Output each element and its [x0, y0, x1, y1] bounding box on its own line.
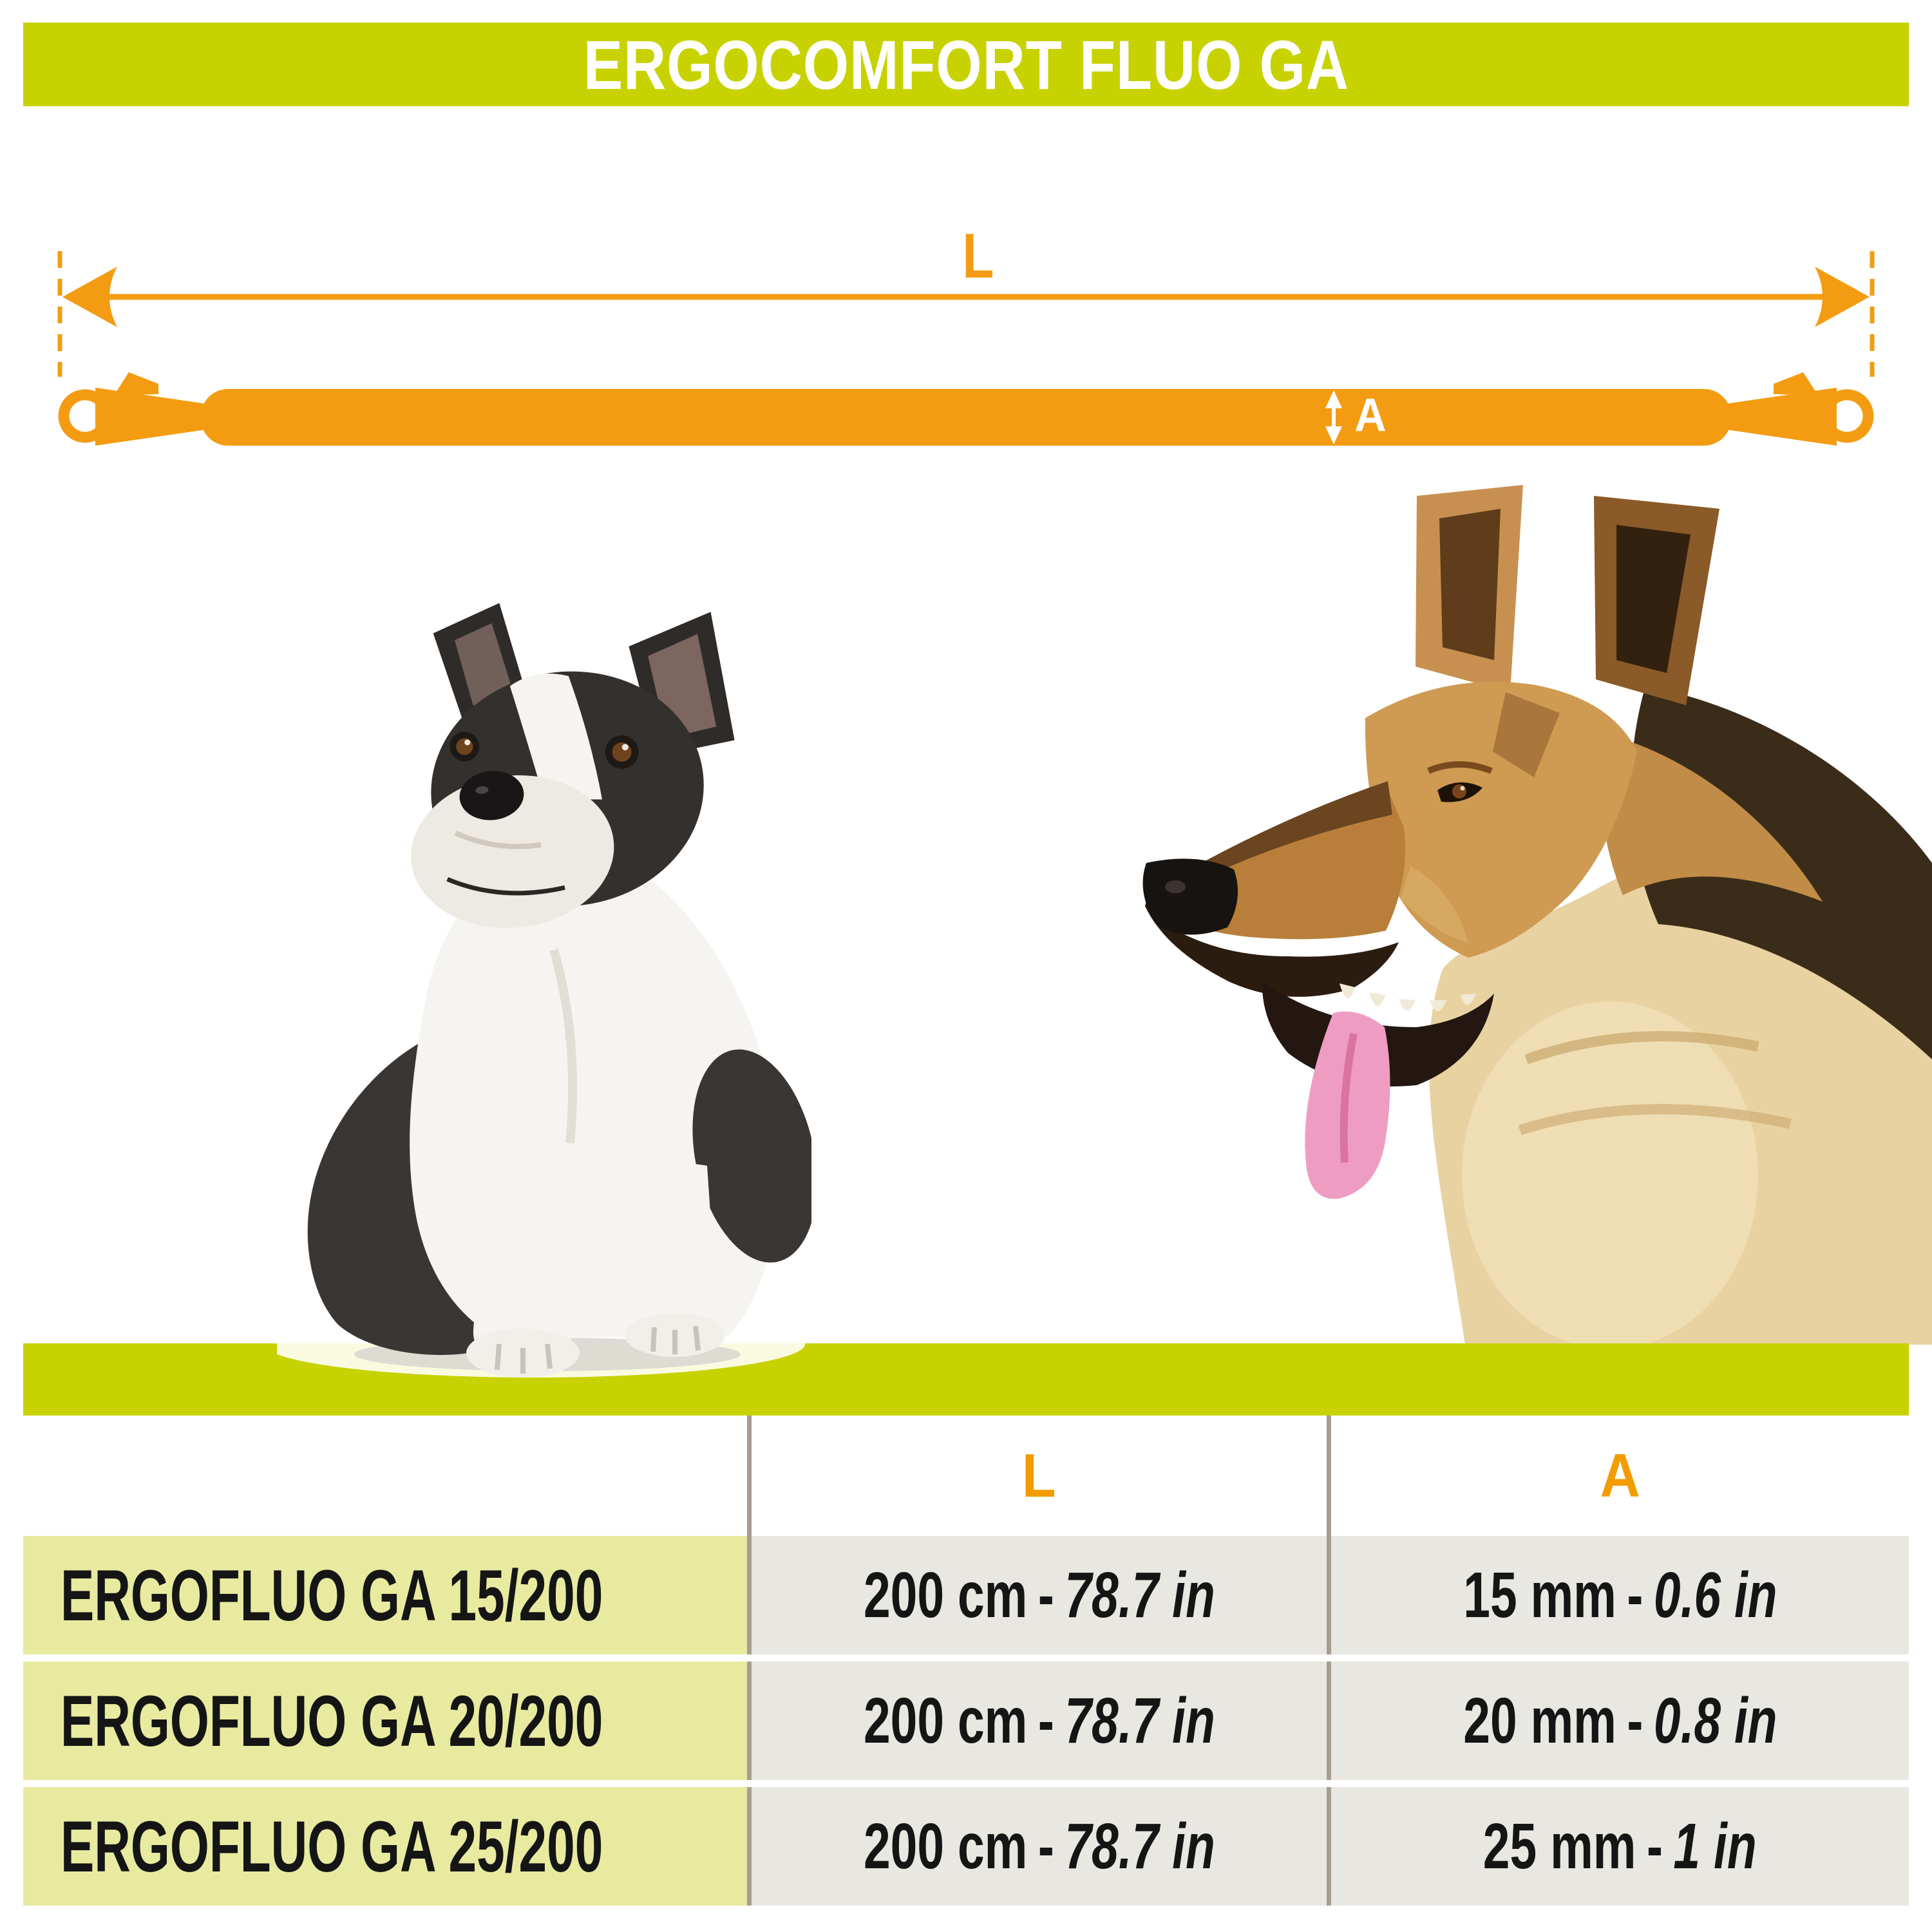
width-dimension-arrow [1325, 390, 1342, 444]
arrowhead-right-icon [1815, 267, 1870, 327]
column-separator [1327, 1416, 1331, 1654]
width-value-cell: 15 mm -0.6 in [1331, 1536, 1909, 1654]
shepherd-neck [1601, 734, 1823, 902]
column-header-a: A [1600, 1441, 1640, 1510]
column-separator [747, 1416, 752, 1654]
column-separator [747, 1787, 752, 1906]
shepherd-lips [1145, 865, 1399, 997]
table-row: ERGOFLUO GA 20/200 200 cm -78.7 in 20 mm -… [23, 1662, 1909, 1780]
leash-illustration [58, 372, 1874, 446]
length-value-cell: 200 cm -78.7 in [752, 1662, 1327, 1780]
german-shepherd-photo [1142, 485, 1932, 1345]
leash-clasp-gate-right [1774, 372, 1815, 395]
table-row: ERGOFLUO GA 15/200 200 cm -78.7 in 15 mm -… [23, 1536, 1909, 1654]
product-name-cell: ERGOFLUO GA 15/200 [23, 1536, 747, 1654]
leash-strap [201, 389, 1731, 446]
product-name-cell: ERGOFLUO GA 20/200 [23, 1662, 747, 1780]
leash-ring-left [58, 389, 112, 443]
header-bar: ERGOCOMFORT FLUO GA [23, 23, 1909, 106]
leash-ring-right [1820, 389, 1874, 443]
table-row: ERGOFLUO GA 25/200 200 cm -78.7 in 25 mm -… [23, 1787, 1909, 1906]
column-separator [747, 1662, 752, 1780]
leash-dimension-diagram [57, 251, 1875, 446]
column-separator [1327, 1662, 1331, 1780]
length-value-cell: 200 cm -78.7 in [752, 1536, 1327, 1654]
shepherd-nose [1142, 858, 1238, 935]
leash-clasp-left [95, 388, 206, 446]
product-name-cell: ERGOFLUO GA 25/200 [23, 1787, 747, 1906]
bulldog-nose [459, 771, 524, 820]
shepherd-teeth [1340, 983, 1476, 1011]
length-dimension-arrow [62, 267, 1870, 327]
page-title: ERGOCOMFORT FLUO GA [583, 25, 1349, 104]
bulldog-head [411, 603, 735, 928]
column-header-l: L [1022, 1441, 1056, 1510]
length-dimension-label: L [962, 220, 994, 291]
french-bulldog-photo [277, 603, 811, 1378]
width-dimension-label: A [1354, 390, 1387, 441]
leash-clasp-right [1726, 388, 1837, 446]
width-value-cell: 25 mm -1 in [1331, 1787, 1909, 1906]
arrowhead-left-icon [62, 267, 117, 327]
column-separator [1327, 1787, 1331, 1906]
leash-clasp-gate-left [117, 372, 158, 395]
bulldog-flank-patch [692, 1049, 811, 1263]
bulldog-blaze [509, 673, 603, 800]
width-value-cell: 20 mm -0.8 in [1331, 1662, 1909, 1780]
length-value-cell: 200 cm -78.7 in [752, 1787, 1327, 1906]
